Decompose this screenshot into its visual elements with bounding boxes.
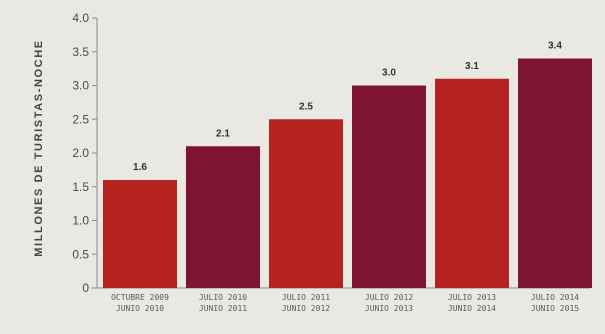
x-tick-label-line: JUNIO 2013 [365, 304, 413, 313]
y-tick-label: 2.5 [72, 112, 89, 126]
x-tick-label-line: JUNIO 2015 [531, 304, 579, 313]
y-tick-label: 1.0 [72, 214, 89, 228]
data-label: 3.0 [382, 68, 396, 79]
x-tick-label-line: JULIO 2012 [365, 293, 413, 302]
x-tick-label: JULIO 2014 JUNIO 2015 [531, 293, 579, 313]
y-tick-label: 1.5 [72, 180, 89, 194]
x-tick-label-line: JUNIO 2010 [116, 304, 164, 313]
x-tick-label-line: JULIO 2013 [448, 293, 496, 302]
x-tick-label: JULIO 2012 JUNIO 2013 [365, 293, 413, 313]
y-tick-label: 3.5 [72, 45, 89, 59]
x-tick-label-line: JUNIO 2014 [448, 304, 496, 313]
y-axis-title: MILLONES DE TURISTAS-NOCHE [33, 39, 45, 256]
x-tick-label: JULIO 2013 JUNIO 2014 [448, 293, 496, 313]
data-label: 3.1 [465, 61, 479, 72]
bar [186, 146, 260, 288]
y-tick-label: 0 [82, 281, 89, 295]
y-tick-label: 3.0 [72, 79, 89, 93]
x-tick-label-line: JULIO 2014 [531, 293, 579, 302]
data-label: 1.6 [133, 162, 147, 173]
data-label: 2.5 [299, 101, 313, 112]
y-tick-label: 0.5 [72, 247, 89, 261]
bar [352, 85, 426, 288]
x-tick-label: OCTUBRE 2009 JUNIO 2010 [111, 293, 169, 313]
x-tick-label: JULIO 2011 JUNIO 2012 [282, 293, 330, 313]
bar [269, 119, 343, 288]
x-tick-label-line: JULIO 2010 [199, 293, 247, 302]
x-tick-label-line: OCTUBRE 2009 [111, 293, 169, 302]
x-tick-label: JULIO 2010 JUNIO 2011 [199, 293, 247, 313]
y-tick-label: 4.0 [72, 11, 89, 25]
bar [435, 78, 509, 288]
x-tick-label-line: JUNIO 2011 [199, 304, 247, 313]
bar [103, 180, 177, 288]
bars [103, 58, 592, 288]
data-label: 3.4 [548, 41, 562, 52]
data-label: 2.1 [216, 128, 230, 139]
x-tick-label-line: JULIO 2011 [282, 293, 330, 302]
x-tick-label-line: JUNIO 2012 [282, 304, 330, 313]
bar [518, 58, 592, 288]
y-tick-label: 2.0 [72, 146, 89, 160]
